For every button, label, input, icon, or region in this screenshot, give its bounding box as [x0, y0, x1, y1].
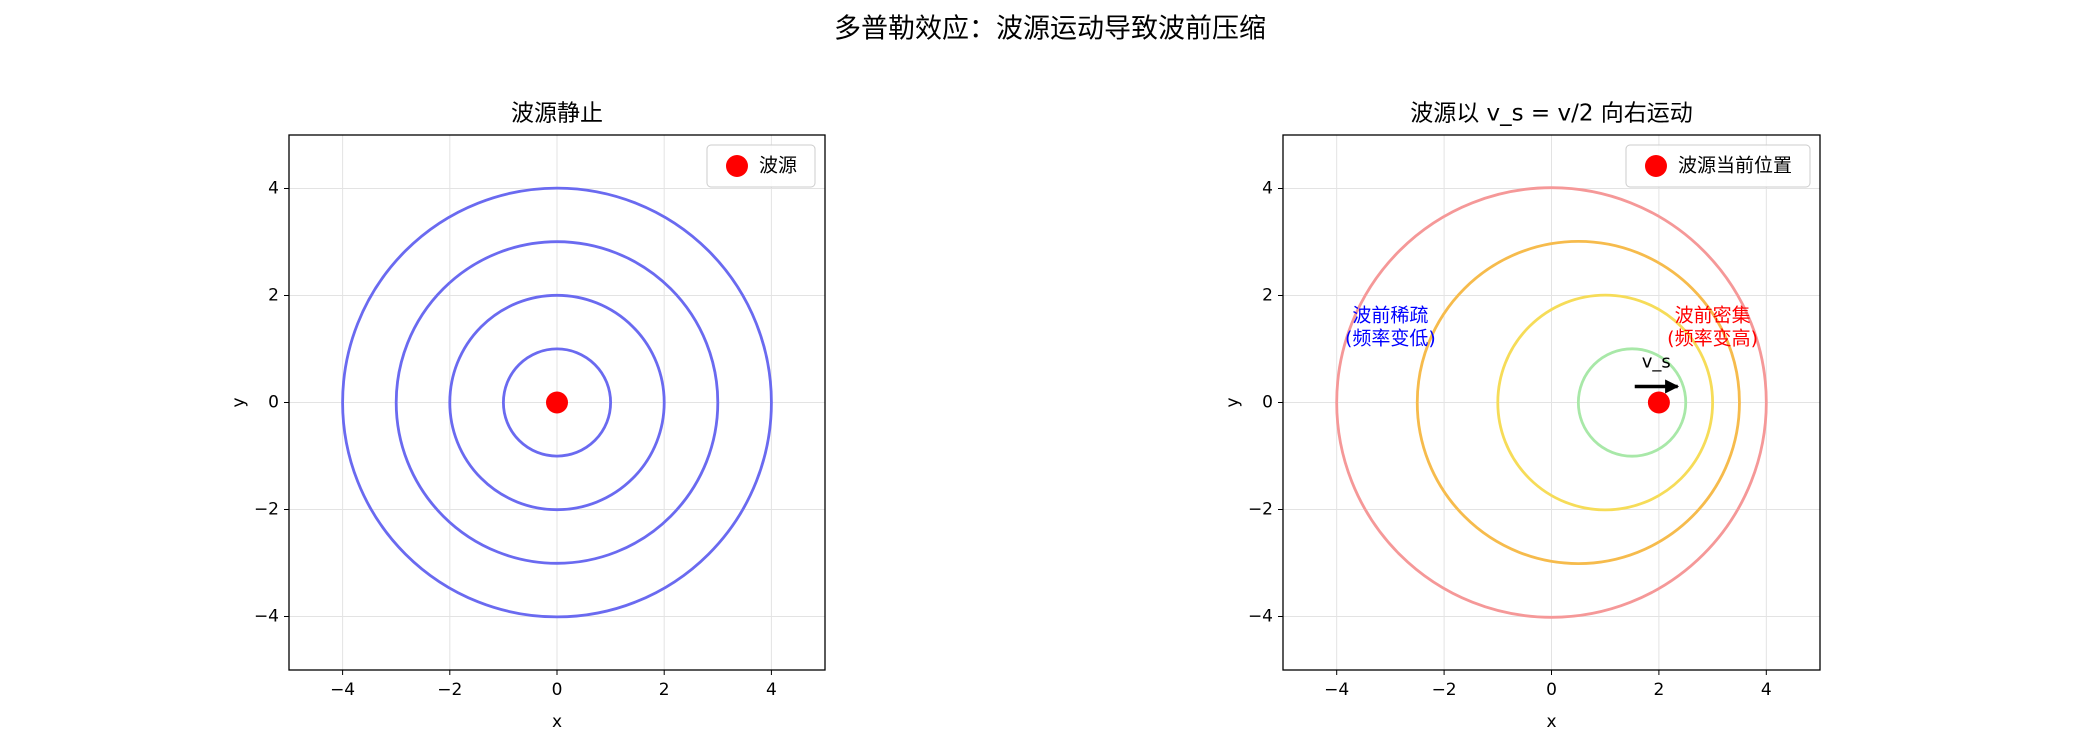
- y-tick-label: −4: [1248, 607, 1273, 627]
- annotation: (频率变低): [1345, 328, 1436, 350]
- x-axis-label: x: [1546, 712, 1556, 732]
- x-tick-label: 0: [552, 680, 563, 700]
- axes-frame: [288, 134, 826, 671]
- y-tick-label: −4: [254, 607, 279, 627]
- y-axis-label: y: [229, 397, 249, 407]
- x-tick-label: 0: [1546, 680, 1557, 700]
- wavefront: [1496, 293, 1714, 512]
- wavefront: [501, 347, 612, 458]
- y-tick-label: 2: [1262, 286, 1273, 306]
- wavefront: [448, 293, 666, 512]
- y-tick-label: 0: [1262, 393, 1273, 413]
- x-tick-label: 2: [1653, 680, 1664, 700]
- annotation: 波前密集: [1675, 305, 1751, 327]
- wavefront: [341, 186, 773, 619]
- y-tick-label: 4: [268, 179, 279, 199]
- figure-title: 多普勒效应：波源运动导致波前压缩: [834, 14, 1266, 45]
- wavefront: [394, 240, 720, 565]
- y-tick-label: −2: [1248, 500, 1273, 520]
- annotation: 波前稀疏: [1352, 305, 1428, 327]
- legend-box: [1625, 144, 1811, 188]
- x-tick-label: 4: [766, 680, 777, 700]
- subplot: −4 −2 0 2 4 −4 −2 0 2 4 v_s 波前稀疏(频率变低) 波前密集(频率变高) 波源以…: [1223, 101, 1821, 732]
- x-tick-label: 2: [659, 680, 670, 700]
- annotation: (频率变高): [1667, 328, 1758, 350]
- subplot-title: 波源以 v_s = v/2 向右运动: [1410, 101, 1693, 127]
- source-point: [1647, 391, 1670, 414]
- axes-frame: [1282, 134, 1821, 671]
- x-tick-label: −4: [330, 680, 355, 700]
- wavefront: [1415, 239, 1741, 566]
- wavefront: [1335, 186, 1768, 619]
- legend-marker: [725, 155, 748, 177]
- arrow-label: v_s: [1642, 351, 1671, 372]
- legend-label: 波源当前位置: [1678, 155, 1792, 177]
- source-point: [546, 391, 568, 414]
- x-tick-label: −4: [1324, 680, 1349, 700]
- x-axis-label: x: [552, 712, 562, 732]
- y-tick-label: 0: [268, 393, 279, 413]
- y-tick-label: −2: [254, 500, 279, 520]
- legend: 波源当前位置: [1625, 144, 1811, 188]
- y-tick-label: 2: [268, 286, 279, 306]
- subplot: −4 −2 0 2 4 −4 −2 0 2 4 波源静止 x y 波源: [229, 101, 826, 732]
- legend: 波源: [706, 144, 816, 188]
- legend-label: 波源: [759, 155, 797, 177]
- y-axis-label: y: [1223, 397, 1243, 407]
- x-tick-label: 4: [1761, 680, 1772, 700]
- y-tick-label: 4: [1262, 179, 1273, 199]
- x-tick-label: −2: [437, 680, 462, 700]
- x-tick-label: −2: [1432, 680, 1457, 700]
- legend-marker: [1644, 155, 1667, 177]
- subplot-title: 波源静止: [511, 101, 603, 127]
- wavefront: [1576, 347, 1688, 458]
